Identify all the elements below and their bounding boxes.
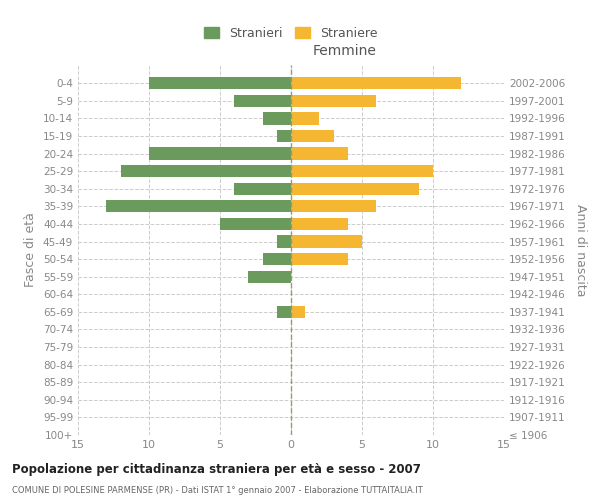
Bar xyxy=(248,270,291,283)
Text: COMUNE DI POLESINE PARMENSE (PR) - Dati ISTAT 1° gennaio 2007 - Elaborazione TUT: COMUNE DI POLESINE PARMENSE (PR) - Dati … xyxy=(12,486,423,495)
Bar xyxy=(220,218,291,230)
Bar xyxy=(291,182,419,195)
Bar xyxy=(263,253,291,266)
Bar xyxy=(277,130,291,142)
Bar xyxy=(291,77,461,90)
Bar xyxy=(291,112,319,124)
Bar xyxy=(291,253,348,266)
Bar xyxy=(291,130,334,142)
Bar xyxy=(149,148,291,160)
Y-axis label: Anni di nascita: Anni di nascita xyxy=(574,204,587,296)
Text: Femmine: Femmine xyxy=(313,44,376,58)
Bar xyxy=(149,77,291,90)
Y-axis label: Fasce di età: Fasce di età xyxy=(25,212,37,288)
Bar xyxy=(291,218,348,230)
Bar xyxy=(106,200,291,212)
Bar xyxy=(234,94,291,107)
Bar xyxy=(291,94,376,107)
Bar xyxy=(291,165,433,177)
Text: Popolazione per cittadinanza straniera per età e sesso - 2007: Popolazione per cittadinanza straniera p… xyxy=(12,462,421,475)
Bar xyxy=(263,112,291,124)
Bar xyxy=(277,236,291,248)
Bar xyxy=(291,306,305,318)
Bar xyxy=(277,306,291,318)
Legend: Stranieri, Straniere: Stranieri, Straniere xyxy=(200,23,382,44)
Bar xyxy=(291,236,362,248)
Bar xyxy=(234,182,291,195)
Bar xyxy=(291,200,376,212)
Bar xyxy=(291,148,348,160)
Bar xyxy=(121,165,291,177)
